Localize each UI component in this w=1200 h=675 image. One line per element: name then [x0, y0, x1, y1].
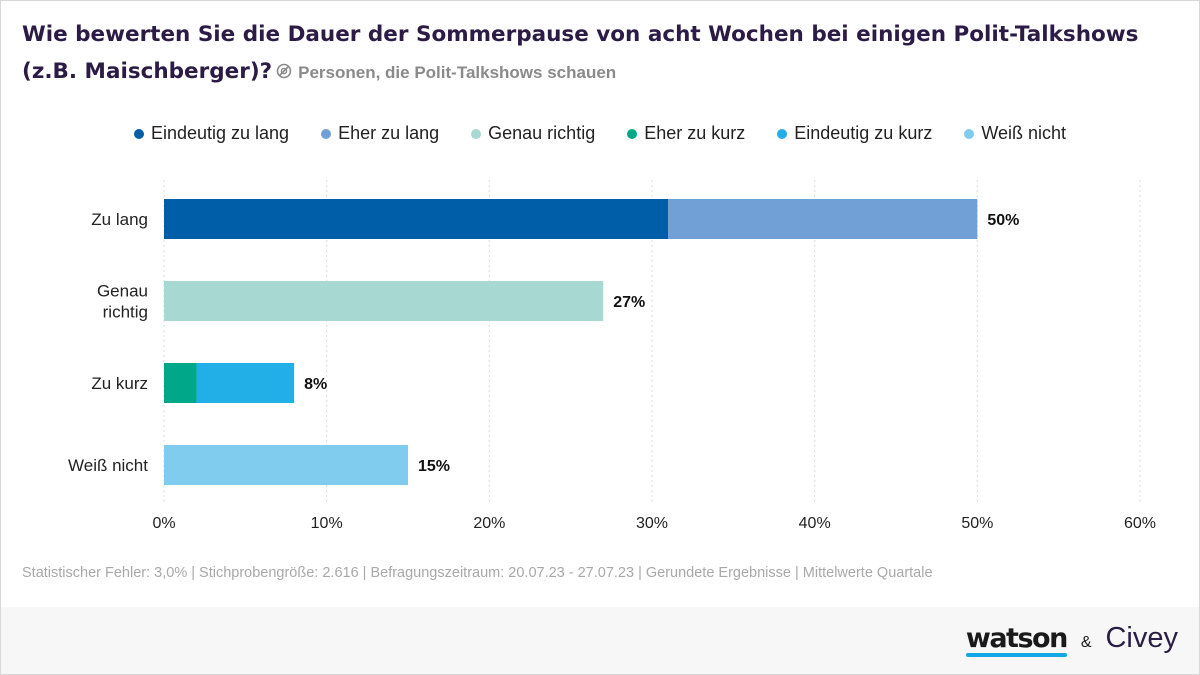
category-label: Zu lang: [91, 210, 148, 229]
category-label: richtig: [103, 303, 148, 322]
bar-segment: [164, 199, 669, 239]
bar-segment: [164, 445, 408, 485]
x-tick-label: 20%: [473, 515, 505, 532]
bar-segment: [668, 199, 978, 239]
bar-segment: [164, 363, 197, 403]
legend-label: Eindeutig zu kurz: [794, 123, 933, 143]
chart-title: Wie bewerten Sie die Dauer der Sommerpau…: [22, 22, 1139, 84]
bar-segment: [164, 281, 604, 321]
category-label: Weiß nicht: [68, 456, 148, 475]
category-label: Genau: [97, 282, 148, 301]
legend-swatch: [471, 128, 482, 139]
x-tick-label: 10%: [311, 515, 343, 532]
legend-item[interactable]: Eindeutig zu kurz: [777, 123, 932, 144]
brand-ampersand: &: [1080, 634, 1092, 651]
category-label: Zu kurz: [91, 374, 148, 393]
x-tick-label: 0%: [152, 515, 175, 532]
x-tick-label: 40%: [799, 515, 831, 532]
legend-label: Eher zu lang: [338, 123, 440, 143]
legend-swatch: [627, 128, 638, 139]
legend-swatch: [777, 128, 788, 139]
legend-swatch: [964, 128, 975, 139]
eye-off-icon[interactable]: [276, 54, 292, 79]
legend-item[interactable]: Eher zu lang: [321, 123, 439, 144]
legend-label: Eindeutig zu lang: [150, 123, 290, 143]
bar-segment: [196, 363, 295, 403]
brand-logos: watson & Civey: [965, 622, 1178, 657]
data-label: 15%: [418, 458, 450, 475]
legend-label: Eher zu kurz: [644, 123, 746, 143]
legend-item[interactable]: Eindeutig zu lang: [133, 123, 290, 144]
x-tick-label: 50%: [961, 515, 993, 532]
data-label: 27%: [613, 294, 645, 311]
legend-swatch: [133, 128, 144, 139]
data-label: 50%: [987, 212, 1019, 229]
legend-label: Genau richtig: [488, 123, 596, 143]
data-label: 8%: [304, 376, 327, 393]
legend-label: Weiß nicht: [981, 123, 1067, 143]
x-tick-label: 30%: [636, 515, 668, 532]
legend-swatch: [321, 128, 332, 139]
footer-note: Statistischer Fehler: 3,0% | Stichproben…: [22, 565, 933, 581]
footer-band: [1, 607, 1199, 674]
chart-title-block: Wie bewerten Sie die Dauer der Sommerpau…: [22, 16, 1172, 91]
watson-logo[interactable]: watson: [965, 623, 1068, 657]
civey-logo[interactable]: Civey: [1105, 622, 1178, 654]
legend-item[interactable]: Eher zu kurz: [627, 123, 745, 144]
chart-legend: Eindeutig zu lang Eher zu lang Genau richt…: [0, 123, 1200, 144]
legend-item[interactable]: Weiß nicht: [964, 123, 1066, 144]
legend-item[interactable]: Genau richtig: [471, 123, 595, 144]
chart-plot: 0% 10% 20% 30% 40% 50% 60% Zu lang 50% Genau richt…: [68, 180, 1156, 532]
x-tick-label: 60%: [1124, 515, 1156, 532]
chart-subtitle: Personen, die Polit-Talkshows schauen: [298, 63, 617, 82]
